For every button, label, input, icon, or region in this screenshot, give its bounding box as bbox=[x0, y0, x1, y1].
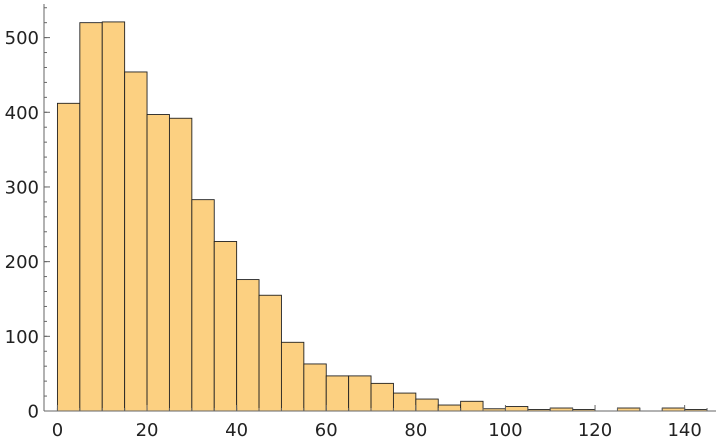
histogram-bar bbox=[392, 392, 417, 412]
histogram-bar bbox=[124, 71, 148, 412]
histogram-bar bbox=[460, 400, 484, 412]
histogram-bar bbox=[303, 363, 327, 412]
histogram-bar bbox=[258, 294, 282, 412]
histogram-bar bbox=[348, 375, 372, 412]
y-tick-label: 400 bbox=[5, 103, 39, 124]
x-tick-label: 100 bbox=[488, 420, 522, 441]
x-tick-label: 140 bbox=[667, 420, 701, 441]
tick-labels-group: 0 20 40 60 80 100 120 140 0 100 200 300 400 500 bbox=[5, 28, 702, 441]
x-tick-label: 80 bbox=[404, 420, 427, 441]
bars-group bbox=[56, 21, 708, 412]
x-tick-label: 120 bbox=[578, 420, 612, 441]
histogram-bar bbox=[213, 241, 238, 412]
histogram-bar bbox=[79, 22, 103, 412]
histogram-bar bbox=[437, 404, 462, 412]
y-tick-label: 200 bbox=[5, 252, 39, 273]
histogram-bar bbox=[56, 102, 81, 412]
histogram-bar bbox=[325, 375, 350, 412]
histogram-bar bbox=[146, 114, 170, 412]
x-tick-label: 40 bbox=[225, 420, 248, 441]
histogram-bar bbox=[101, 21, 126, 412]
histogram-bar bbox=[370, 382, 394, 412]
x-tick-label: 0 bbox=[52, 420, 63, 441]
histogram-bar bbox=[280, 341, 305, 412]
histogram-bar bbox=[236, 279, 260, 412]
y-tick-label: 300 bbox=[5, 177, 39, 198]
y-tick-label: 500 bbox=[5, 28, 39, 49]
x-tick-label: 20 bbox=[136, 420, 159, 441]
histogram-bar bbox=[415, 398, 439, 412]
ticks-group bbox=[44, 7, 708, 412]
axes-group bbox=[43, 4, 716, 412]
histogram-bar bbox=[168, 117, 193, 412]
y-tick-label: 0 bbox=[28, 402, 39, 423]
y-tick-label: 100 bbox=[5, 327, 39, 348]
histogram-bar bbox=[191, 199, 215, 412]
x-tick-label: 60 bbox=[315, 420, 338, 441]
histogram-bar bbox=[504, 406, 529, 412]
